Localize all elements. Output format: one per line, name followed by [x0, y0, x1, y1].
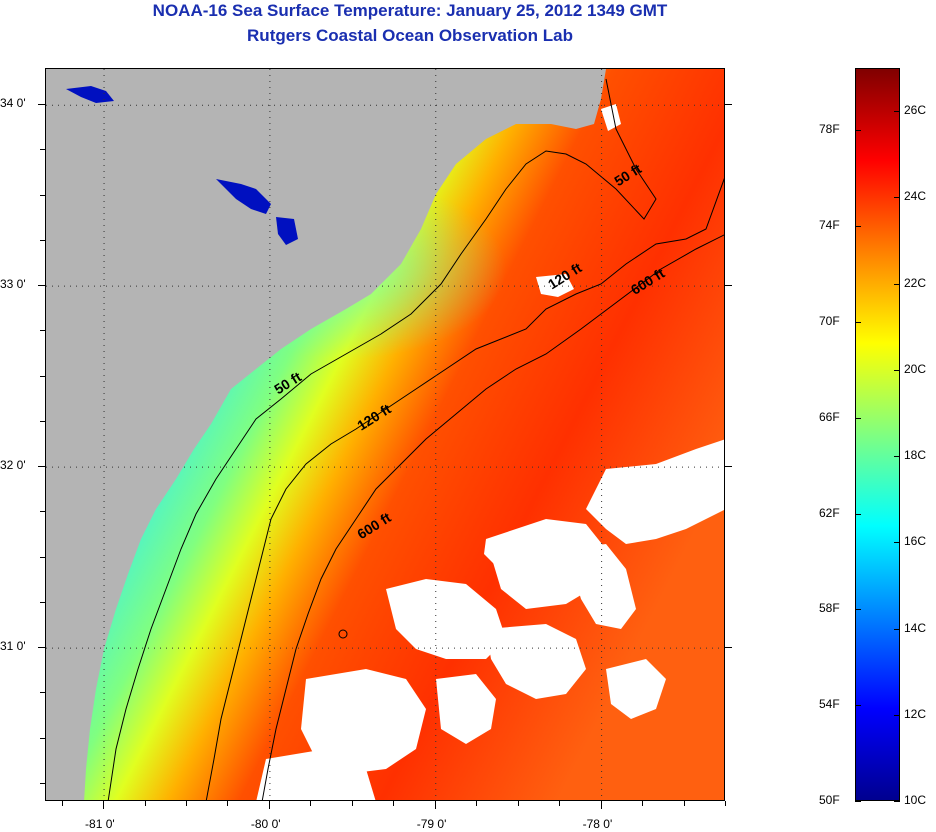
lat-minor-tick: [40, 556, 45, 558]
lat-tick-mark: [725, 466, 732, 468]
colorbar-celsius-tick: [894, 714, 900, 716]
colorbar-celsius-label: 24C: [904, 189, 927, 204]
cloud-mask: [256, 104, 724, 800]
lon-minor-tick: [642, 801, 644, 806]
lat-minor-tick: [40, 782, 45, 784]
colorbar-fahrenheit-label: 58F: [819, 601, 840, 616]
isobath-120ft: [205, 178, 724, 800]
lat-minor-tick: [40, 466, 45, 468]
colorbar-celsius-tick: [894, 283, 900, 285]
colorbar-celsius-label: 26C: [904, 103, 927, 118]
colorbar-fahrenheit-tick: [855, 417, 861, 419]
lat-minor-tick: [40, 285, 45, 287]
lat-minor-tick: [40, 647, 45, 649]
lon-minor-tick: [61, 801, 63, 806]
colorbar-fahrenheit-label: 78F: [819, 122, 840, 137]
map-subtitle: Rutgers Coastal Ocean Observation Lab: [247, 26, 573, 45]
lon-minor-tick: [559, 801, 561, 806]
colorbar-celsius-tick: [894, 111, 900, 113]
colorbar-celsius-label: 22C: [904, 275, 927, 290]
colorbar-fahrenheit-label: 70F: [819, 313, 840, 328]
colorbar-celsius-tick: [894, 456, 900, 458]
isobath-600ft: [261, 234, 724, 800]
lat-tick-mark: [725, 104, 732, 106]
lat-minor-tick: [40, 104, 45, 106]
lon-minor-tick: [310, 801, 312, 806]
sst-map: 50 ft 120 ft 600 ft 50 ft 120 ft 600 ft: [45, 68, 725, 801]
lat-minor-tick: [40, 420, 45, 422]
lon-minor-tick: [683, 801, 685, 806]
land-mass: [46, 69, 606, 800]
lat-tick-label: 32 0': [0, 458, 26, 473]
lat-minor-tick: [40, 692, 45, 694]
isobath-50ft: [107, 78, 657, 800]
graticule: [46, 69, 724, 800]
inland-lake: [216, 179, 271, 214]
lon-minor-tick: [600, 801, 602, 806]
lat-minor-tick: [40, 601, 45, 603]
map-title: NOAA-16 Sea Surface Temperature: January…: [152, 1, 668, 20]
colorbar-fahrenheit-tick: [855, 130, 861, 132]
colorbar-celsius-tick: [894, 628, 900, 630]
lon-tick-label: -78 0': [582, 817, 613, 831]
colorbar-celsius-tick: [894, 197, 900, 199]
lon-minor-tick: [144, 801, 146, 806]
contour-ring: [338, 629, 348, 639]
colorbar-fahrenheit-tick: [855, 226, 861, 228]
lon-tick-label: -80 0': [250, 817, 281, 831]
lat-tick-label: 33 0': [0, 277, 26, 292]
lat-minor-tick: [40, 375, 45, 377]
lon-minor-tick: [393, 801, 395, 806]
inland-lake: [276, 217, 298, 245]
colorbar-fahrenheit-tick: [855, 513, 861, 515]
colorbar-celsius-label: 14C: [904, 620, 927, 635]
lon-minor-tick: [185, 801, 187, 806]
colorbar-fahrenheit-label: 54F: [819, 697, 840, 712]
colorbar-celsius-label: 16C: [904, 534, 927, 549]
colorbar-celsius-label: 20C: [904, 361, 927, 376]
colorbar-fahrenheit-tick: [855, 609, 861, 611]
lon-minor-tick: [476, 801, 478, 806]
colorbar-celsius-tick: [894, 542, 900, 544]
colorbar-fahrenheit-label: 66F: [819, 409, 840, 424]
colorbar-celsius-label: 12C: [904, 706, 927, 721]
lon-tick-label: -79 0': [416, 817, 447, 831]
colorbar-fahrenheit-label: 74F: [819, 218, 840, 233]
lon-minor-tick: [268, 801, 270, 806]
colorbar-fahrenheit-tick: [855, 321, 861, 323]
lat-minor-tick: [40, 239, 45, 241]
colorbar-celsius-label: 18C: [904, 448, 927, 463]
lat-minor-tick: [40, 511, 45, 513]
colorbar-celsius-label: 10C: [904, 793, 927, 807]
colorbar-fahrenheit-tick: [855, 705, 861, 707]
lat-minor-tick: [40, 149, 45, 151]
lat-tick-mark: [725, 647, 732, 649]
colorbar-celsius-tick: [894, 369, 900, 371]
lon-minor-tick: [351, 801, 353, 806]
lat-minor-tick: [40, 194, 45, 196]
inland-lake: [66, 86, 114, 103]
colorbar-fahrenheit-tick: [855, 801, 861, 802]
lat-minor-tick: [40, 330, 45, 332]
colorbar-fahrenheit-label: 50F: [819, 793, 840, 807]
lon-minor-tick: [517, 801, 519, 806]
lat-tick-label: 34 0': [0, 96, 26, 111]
lat-minor-tick: [40, 737, 45, 739]
lon-minor-tick: [725, 801, 726, 806]
isobath-contours: [107, 78, 724, 800]
colorbar-fahrenheit-label: 62F: [819, 505, 840, 520]
lat-tick-mark: [725, 285, 732, 287]
lon-minor-tick: [103, 801, 105, 806]
colorbar-celsius-tick: [894, 801, 900, 802]
lat-tick-label: 31 0': [0, 639, 26, 654]
lon-minor-tick: [227, 801, 229, 806]
lon-minor-tick: [434, 801, 436, 806]
temperature-colorbar: [855, 68, 900, 801]
lon-tick-label: -81 0': [85, 817, 115, 831]
